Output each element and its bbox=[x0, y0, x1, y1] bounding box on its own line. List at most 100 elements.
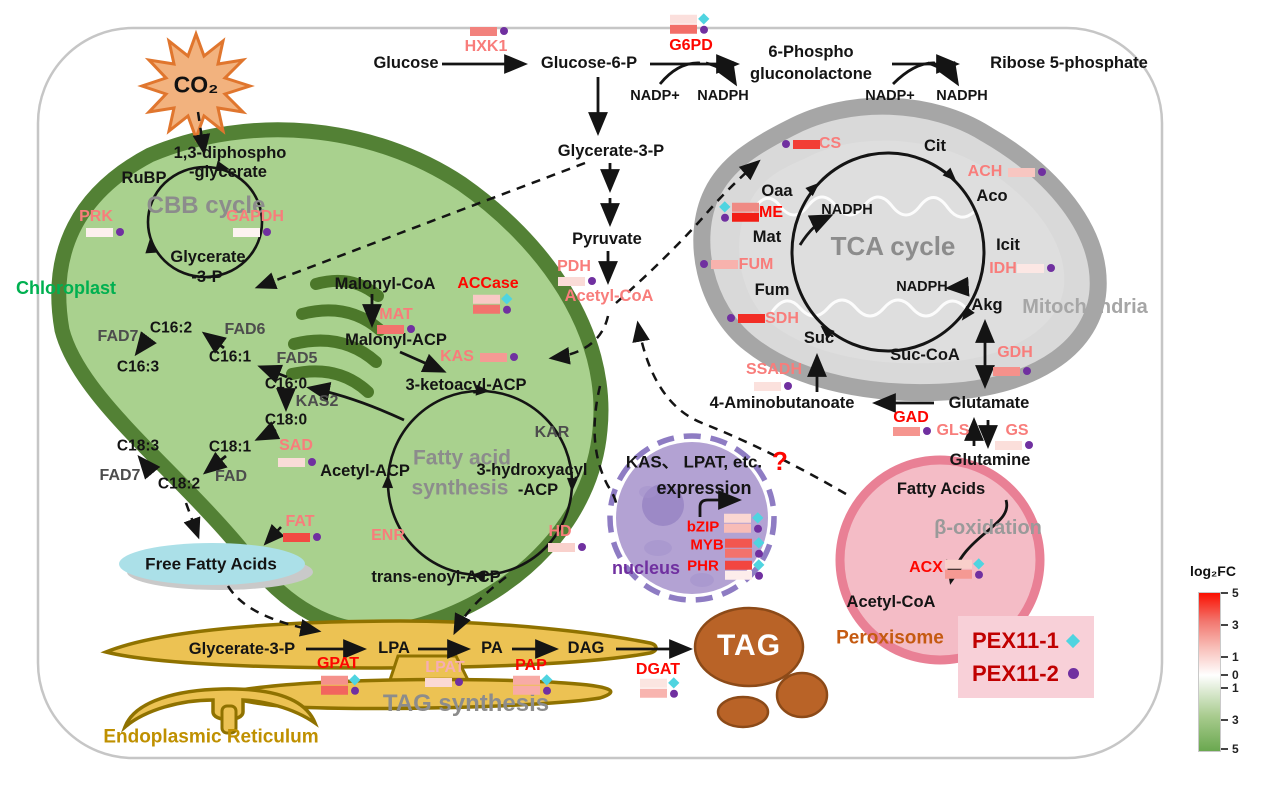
metabolite-aco: Aco bbox=[976, 186, 1008, 205]
enzyme-dgat: DGAT bbox=[635, 661, 681, 678]
log2fc-title: log₂FC bbox=[1190, 563, 1236, 579]
metabolite-6-phospho: 6-Phospho bbox=[768, 42, 854, 61]
tf-phr: PHR bbox=[687, 557, 719, 575]
heatbar-fat bbox=[283, 531, 321, 543]
metabolite-oaa: Oaa bbox=[761, 181, 793, 200]
metabolite-glycerate-3-p-cytosol: Glycerate-3-P bbox=[557, 141, 665, 160]
enzyme-pdh: PDH bbox=[557, 258, 591, 275]
tag-droplets bbox=[693, 606, 829, 729]
enzyme-mat: MAT bbox=[379, 306, 413, 323]
enzyme-idh: IDH bbox=[989, 260, 1017, 277]
metabolite-dag: DAG bbox=[567, 638, 605, 657]
heatbar-pdh bbox=[558, 275, 596, 287]
nucleus-envelope bbox=[607, 433, 777, 603]
enzyme-ssadh: SSADH bbox=[745, 361, 803, 378]
metabolite-c160: C16:0 bbox=[264, 375, 308, 393]
metabolite-ribose-5-phosphate: Ribose 5-phosphate bbox=[990, 53, 1148, 72]
enzyme-prk: PRK bbox=[79, 208, 113, 225]
heatbar-sdh bbox=[727, 312, 765, 324]
free-fatty-acids-label: Free Fatty Acids bbox=[145, 554, 277, 574]
metabolite-c183: C18:3 bbox=[116, 437, 160, 455]
heatbar-idh bbox=[1017, 262, 1055, 274]
er-label: Endoplasmic Reticulum bbox=[103, 726, 319, 748]
metabolite-suc: Suc bbox=[803, 328, 835, 347]
cyan-diamond-icon bbox=[1065, 633, 1080, 648]
tick-label-3-down: 3 bbox=[1232, 713, 1239, 727]
enzyme-accase: ACCase bbox=[457, 275, 519, 292]
cofactor-nadp-1: NADP+ bbox=[630, 87, 680, 104]
metabolite-glycerate-3-p-er: Glycerate-3-P bbox=[188, 639, 296, 658]
free-fatty-acids-shape bbox=[119, 543, 305, 585]
co2-starburst bbox=[137, 29, 255, 143]
enzyme-sdh: SDH bbox=[765, 310, 799, 327]
mitochondria-label: Mitochondria bbox=[1022, 296, 1148, 318]
enzyme-gs: GS bbox=[1005, 422, 1029, 439]
enzyme-gls: GLS bbox=[936, 422, 970, 439]
beta-oxidation-title: β-oxidation bbox=[934, 517, 1042, 539]
enzyme-fad6: FAD6 bbox=[224, 321, 266, 338]
heatbar-g6pd bbox=[670, 13, 710, 36]
legend-row-pex11-1: PEX11-1 bbox=[972, 628, 1094, 654]
heatbar-ssadh bbox=[754, 380, 792, 392]
enzyme-gdh: GDH bbox=[997, 344, 1033, 361]
tick-mark bbox=[1221, 748, 1228, 750]
metabolite-glycerate-line2: -glycerate bbox=[189, 162, 267, 181]
tf-bzip: bZIP bbox=[686, 518, 720, 536]
metabolite-3-ketoacyl-acp: 3-ketoacyl-ACP bbox=[405, 375, 527, 394]
enzyme-fat: FAT bbox=[285, 513, 315, 530]
metabolite-c163: C16:3 bbox=[116, 358, 160, 376]
metabolite-glycerate-cbb-2: -3-P bbox=[191, 267, 223, 286]
enzyme-gad: GAD bbox=[893, 409, 929, 426]
enzyme-kas2: KAS2 bbox=[295, 393, 339, 410]
metabolite-c180: C18:0 bbox=[264, 411, 308, 429]
tag-label: TAG bbox=[716, 629, 782, 662]
cofactor-nadph-tca-1: NADPH bbox=[821, 201, 873, 218]
metabolite-glutamate: Glutamate bbox=[948, 393, 1030, 412]
metabolite-glutamine: Glutamine bbox=[949, 450, 1031, 469]
metabolite-glucose-6-p: Glucose-6-P bbox=[540, 53, 638, 72]
metabolite-acetyl-coa-peroxisome: Acetyl-CoA bbox=[846, 592, 936, 611]
metabolite-gluconolactone: gluconolactone bbox=[750, 64, 872, 83]
metabolite-c161: C16:1 bbox=[208, 348, 252, 366]
heatbar-pap bbox=[513, 674, 553, 697]
heatbar-cs bbox=[782, 138, 820, 150]
metabolite-acetyl-acp: Acetyl-ACP bbox=[320, 461, 410, 480]
heatbar-lpat bbox=[425, 676, 463, 688]
metabolite-4-aminobutanoate: 4-Aminobutanoate bbox=[709, 393, 855, 412]
heatbar-hd bbox=[548, 541, 586, 553]
heatbar-acx bbox=[945, 558, 985, 581]
metabolite-cit: Cit bbox=[924, 136, 946, 155]
co2-label: CO₂ bbox=[173, 71, 219, 98]
expression-label: expression bbox=[656, 478, 752, 498]
metabolite-malonyl-acp: Malonyl-ACP bbox=[345, 330, 447, 349]
legend-row-pex11-2: PEX11-2 bbox=[972, 661, 1094, 687]
enzyme-enr: ENR bbox=[371, 527, 405, 544]
peroxisome-label: Peroxisome bbox=[836, 627, 944, 649]
tick-mark bbox=[1221, 687, 1228, 689]
enzyme-fad7-bottom: FAD7 bbox=[99, 467, 141, 484]
enzyme-sad: SAD bbox=[279, 437, 313, 454]
enzyme-fum: FUM bbox=[738, 256, 774, 273]
heatbar-gs bbox=[995, 439, 1033, 451]
enzyme-cs: CS bbox=[818, 135, 842, 152]
enzyme-acx: ACX bbox=[909, 559, 943, 576]
heatbar-mat bbox=[377, 323, 415, 335]
cbb-cycle-circle bbox=[146, 165, 264, 279]
cofactor-nadp-2: NADP+ bbox=[865, 87, 915, 104]
cofactor-nadph-tca-2: NADPH bbox=[896, 278, 948, 295]
tca-cycle-title: TCA cycle bbox=[830, 231, 956, 261]
enzyme-pap: PAP bbox=[515, 657, 547, 674]
tick-label-5-up: 5 bbox=[1232, 586, 1239, 600]
metabolite-lpa: LPA bbox=[378, 638, 410, 657]
enzyme-fad: FAD bbox=[215, 468, 247, 485]
heatbar-fum bbox=[700, 258, 738, 270]
enzyme-kas: KAS bbox=[440, 348, 474, 365]
tick-label-3-up: 3 bbox=[1232, 618, 1239, 632]
nucleus-label: nucleus bbox=[611, 558, 681, 578]
heatbar-gdh bbox=[993, 365, 1031, 377]
metabolite-13-diphospho: 1,3-diphospho bbox=[173, 143, 287, 162]
metabolite-c162: C16:2 bbox=[149, 319, 193, 337]
enzyme-fad5: FAD5 bbox=[276, 350, 318, 367]
fatty-acid-synthesis-title-2: synthesis bbox=[411, 476, 509, 500]
tick-label-1-up: 1 bbox=[1232, 650, 1239, 664]
